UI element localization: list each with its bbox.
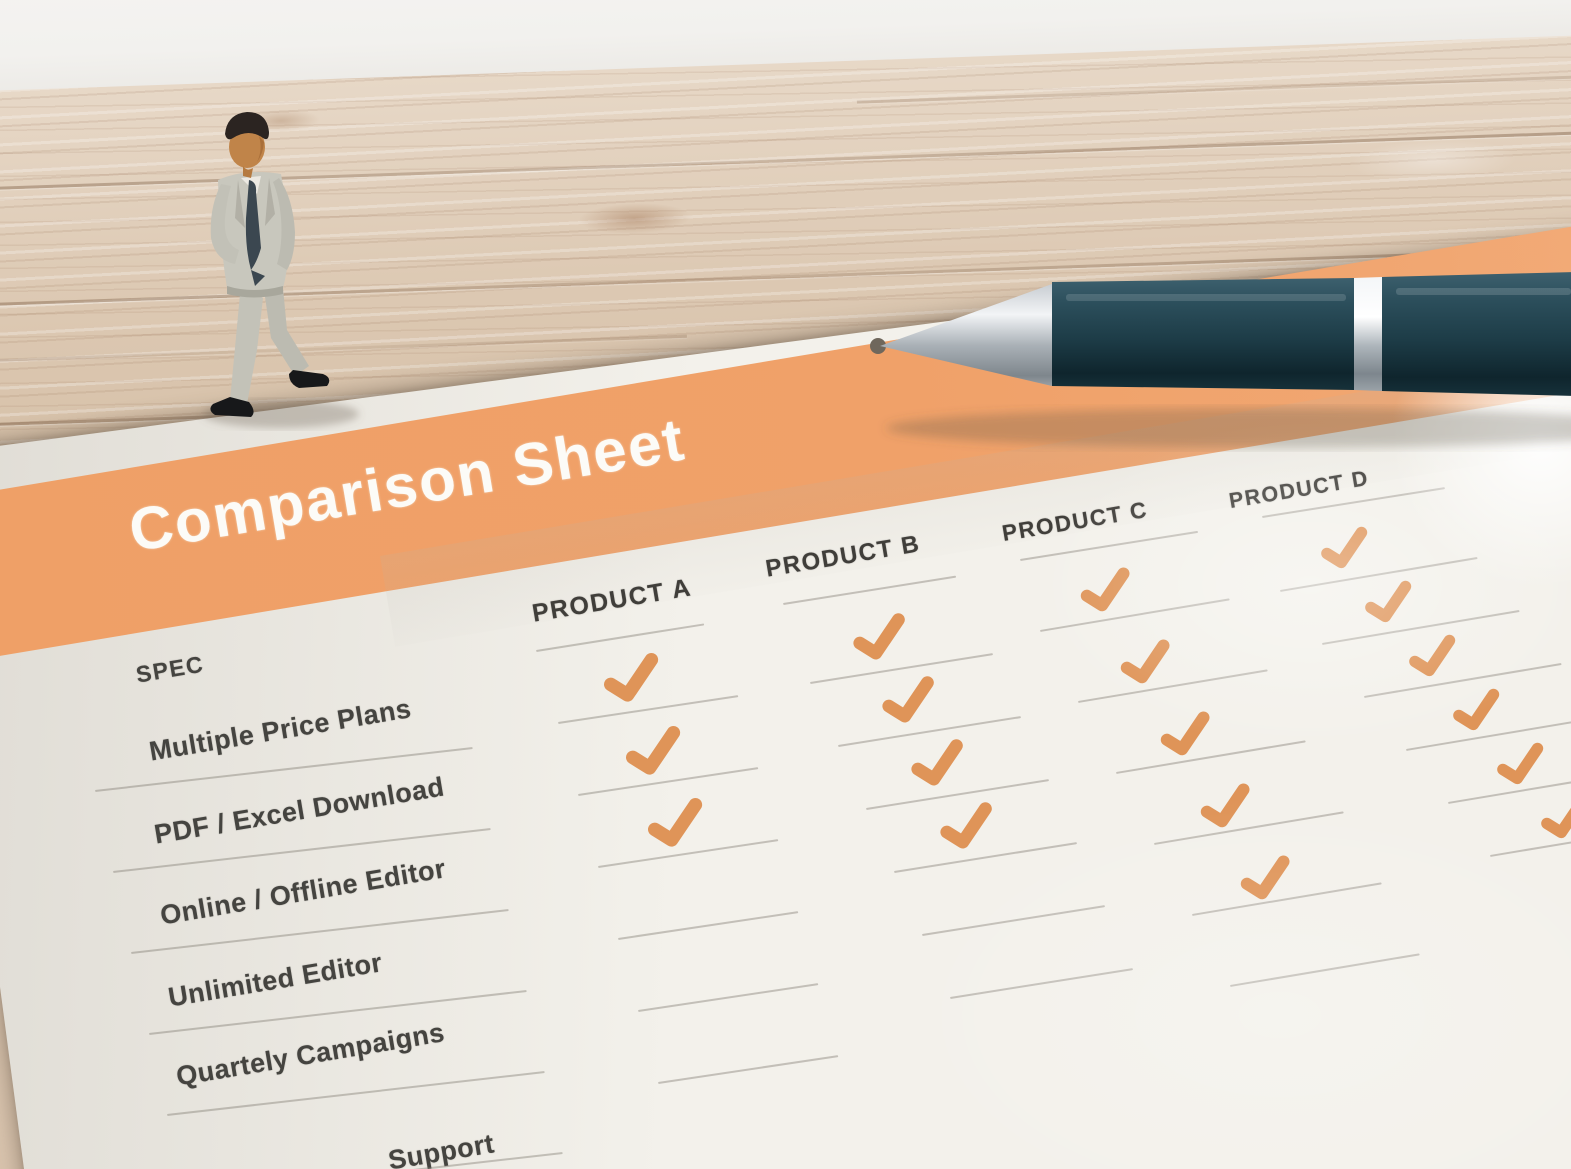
check-icon (906, 736, 969, 790)
check-icon (643, 795, 710, 852)
check-icon (1156, 708, 1216, 759)
check-icon (877, 673, 940, 727)
pen-shadow (886, 408, 1571, 448)
light-glare (900, 800, 1571, 1169)
ballpoint-pen (870, 272, 1571, 448)
check-icon (1361, 578, 1418, 626)
check-icon (1537, 794, 1571, 842)
check-icon (935, 799, 998, 853)
check-icon (621, 722, 688, 779)
businessman-figurine (203, 112, 359, 428)
check-icon (1449, 686, 1506, 734)
check-icon (599, 650, 666, 707)
check-icon (848, 610, 911, 664)
plank-seam (856, 70, 1571, 104)
check-icon (1236, 852, 1296, 903)
check-icon (1317, 524, 1374, 572)
check-icon (1196, 780, 1256, 831)
check-icon (1116, 636, 1176, 687)
check-icon (1493, 740, 1550, 788)
check-icon (1405, 632, 1462, 680)
check-icon (1076, 564, 1136, 615)
